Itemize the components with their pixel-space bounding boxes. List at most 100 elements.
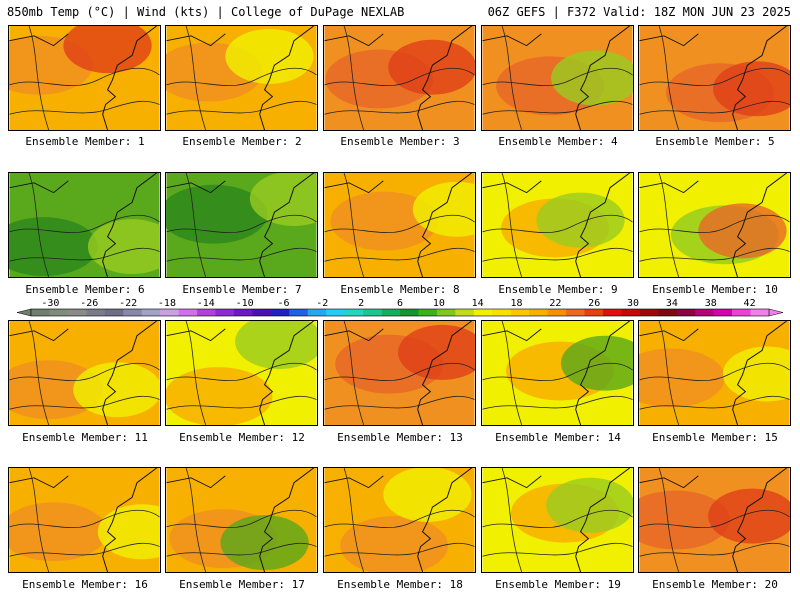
colorbar-tick-label: -2 bbox=[316, 298, 328, 309]
coastline bbox=[417, 26, 472, 130]
map-panel-member-17 bbox=[165, 467, 318, 573]
colorbar-swatch bbox=[455, 309, 475, 316]
map-panel-member-7 bbox=[165, 172, 318, 278]
map-panel-member-3 bbox=[323, 25, 476, 131]
lake-outline bbox=[9, 180, 69, 194]
temperature-blob bbox=[708, 488, 790, 544]
wind-contour bbox=[166, 67, 317, 87]
colorbar-swatch bbox=[31, 309, 50, 316]
lake-outline bbox=[9, 328, 69, 342]
lake-outline bbox=[324, 180, 384, 194]
wind-contour bbox=[343, 468, 365, 572]
member-label: Ensemble Member: 5 bbox=[655, 135, 775, 148]
coastline bbox=[259, 173, 314, 277]
wind-contour bbox=[324, 509, 475, 529]
wind-contour bbox=[658, 468, 680, 572]
lake-outline bbox=[166, 33, 226, 47]
colorbar-tick-label: 30 bbox=[627, 298, 639, 309]
wind-contour bbox=[28, 468, 50, 572]
wind-contour bbox=[324, 214, 475, 234]
colorbar-swatch bbox=[326, 309, 345, 316]
colorbar-tick-label: 42 bbox=[744, 298, 756, 309]
wind-contour bbox=[501, 468, 523, 572]
temperature-blob bbox=[536, 192, 625, 248]
member-label: Ensemble Member: 15 bbox=[652, 431, 778, 444]
coastline bbox=[417, 468, 472, 572]
colorbar-swatch bbox=[400, 309, 419, 316]
member-label: Ensemble Member: 4 bbox=[498, 135, 618, 148]
map-panel-member-14 bbox=[481, 320, 634, 426]
member-label: Ensemble Member: 12 bbox=[179, 431, 305, 444]
colorbar-swatch bbox=[732, 309, 751, 316]
colorbar-swatch bbox=[344, 309, 364, 316]
member-map bbox=[639, 468, 790, 572]
lake-outline bbox=[324, 33, 384, 47]
temperature-blob bbox=[235, 321, 317, 370]
wind-contour bbox=[166, 214, 317, 234]
lake-outline bbox=[482, 180, 542, 194]
member-label: Ensemble Member: 16 bbox=[22, 578, 148, 591]
wind-contour bbox=[9, 67, 160, 87]
map-panel-member-5 bbox=[638, 25, 791, 131]
coastline bbox=[102, 321, 157, 425]
wind-contour bbox=[9, 362, 160, 382]
lake-outline bbox=[166, 475, 226, 489]
temperature-blob bbox=[639, 348, 725, 408]
temperature-blob bbox=[639, 490, 730, 550]
member-label: Ensemble Member: 9 bbox=[498, 283, 618, 296]
coastline bbox=[102, 468, 157, 572]
wind-contour bbox=[639, 362, 790, 382]
map-panel-member-1 bbox=[8, 25, 161, 131]
map-panel-member-19 bbox=[481, 467, 634, 573]
member-map bbox=[482, 468, 633, 572]
map-panel-member-12 bbox=[165, 320, 318, 426]
colorbar-swatch bbox=[86, 309, 106, 316]
wind-contour bbox=[343, 321, 365, 425]
colorbar-swatch bbox=[695, 309, 714, 316]
member-label: Ensemble Member: 11 bbox=[22, 431, 148, 444]
member-map bbox=[166, 321, 317, 425]
colorbar-swatch bbox=[492, 309, 511, 316]
temperature-blob bbox=[87, 219, 160, 275]
member-label: Ensemble Member: 19 bbox=[495, 578, 621, 591]
colorbar-tick-label: 22 bbox=[549, 298, 561, 309]
map-panel-member-11 bbox=[8, 320, 161, 426]
member-map bbox=[639, 321, 790, 425]
colorbar-swatch bbox=[289, 309, 309, 316]
colorbar-swatch bbox=[639, 309, 659, 316]
member-map bbox=[9, 321, 160, 425]
lake-outline bbox=[9, 33, 69, 47]
temperature-blob bbox=[340, 516, 449, 572]
model-run-title: 06Z GEFS | F372 Valid: 18Z MON JUN 23 20… bbox=[487, 5, 791, 19]
member-label: Ensemble Member: 13 bbox=[337, 431, 463, 444]
wind-contour bbox=[482, 67, 633, 87]
map-panel-member-4 bbox=[481, 25, 634, 131]
colorbar-min-cap bbox=[16, 308, 32, 317]
lake-outline bbox=[166, 180, 226, 194]
coastline bbox=[259, 26, 314, 130]
colorbar-swatch bbox=[547, 309, 567, 316]
wind-contour bbox=[482, 214, 633, 234]
colorbar-swatch bbox=[510, 309, 530, 316]
member-map bbox=[639, 173, 790, 277]
wind-contour bbox=[501, 173, 523, 277]
lake-outline bbox=[639, 475, 699, 489]
colorbar-swatch bbox=[215, 309, 235, 316]
member-map bbox=[9, 468, 160, 572]
lake-outline bbox=[482, 33, 542, 47]
member-map bbox=[9, 26, 160, 130]
colorbar-tick-label: 18 bbox=[511, 298, 523, 309]
colorbar-swatch bbox=[676, 309, 696, 316]
temperature-blob bbox=[166, 367, 273, 425]
colorbar-tick-label: -18 bbox=[158, 298, 176, 309]
map-panel-member-6 bbox=[8, 172, 161, 278]
wind-contour bbox=[28, 173, 50, 277]
temperature-blob bbox=[73, 362, 160, 418]
lake-outline bbox=[9, 475, 69, 489]
colorbar-swatch bbox=[713, 309, 733, 316]
map-panel-member-20 bbox=[638, 467, 791, 573]
colorbar-swatch bbox=[197, 309, 216, 316]
member-label: Ensemble Member: 2 bbox=[182, 135, 302, 148]
colorbar-swatch bbox=[436, 309, 456, 316]
lake-outline bbox=[324, 475, 384, 489]
